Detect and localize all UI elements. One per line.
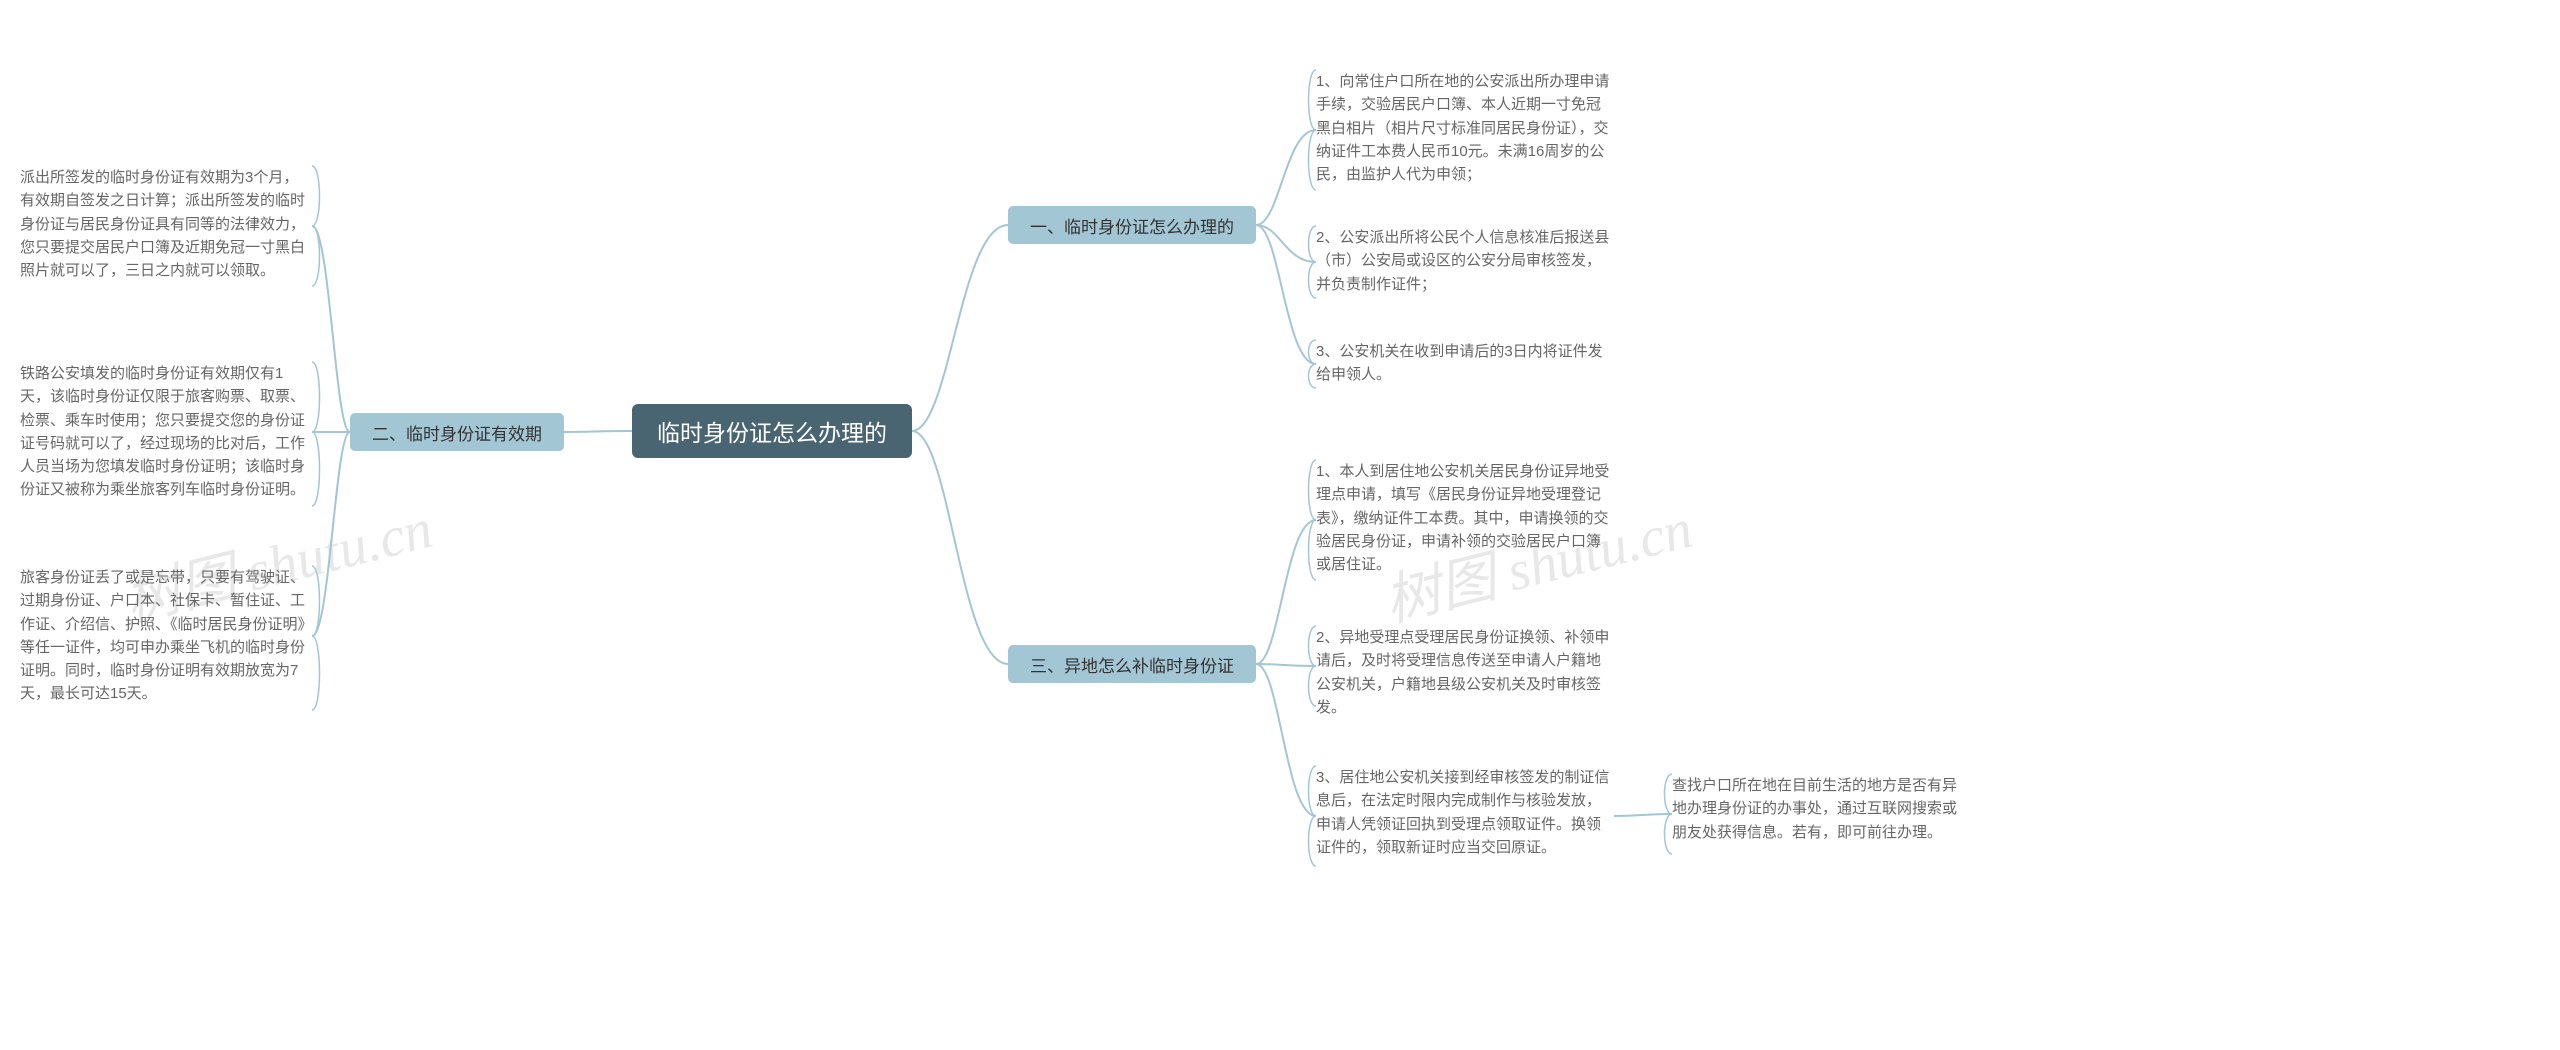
mindmap-connectors [0, 0, 2560, 1050]
leaf-left-1: 派出所签发的临时身份证有效期为3个月，有效期自签发之日计算；派出所签发的临时身份… [20, 166, 312, 282]
leaf-r2-2: 2、异地受理点受理居民身份证换领、补领申请后，及时将受理信息传送至申请人户籍地公… [1316, 626, 1614, 719]
leaf-r2-1: 1、本人到居住地公安机关居民身份证异地受理点申请，填写《居民身份证异地受理登记表… [1316, 460, 1614, 576]
branch-label: 二、临时身份证有效期 [372, 420, 542, 445]
branch-label: 一、临时身份证怎么办理的 [1030, 213, 1234, 238]
branch-right-2[interactable]: 三、异地怎么补临时身份证 [1008, 645, 1256, 683]
branch-left[interactable]: 二、临时身份证有效期 [350, 413, 564, 451]
root-label: 临时身份证怎么办理的 [657, 414, 887, 448]
branch-label: 三、异地怎么补临时身份证 [1030, 652, 1234, 677]
leaf-r1-3: 3、公安机关在收到申请后的3日内将证件发给申领人。 [1316, 340, 1614, 387]
leaf-left-3: 旅客身份证丢了或是忘带，只要有驾驶证、过期身份证、户口本、社保卡、暂住证、工作证… [20, 566, 312, 706]
leaf-left-2: 铁路公安填发的临时身份证有效期仅有1天，该临时身份证仅限于旅客购票、取票、检票、… [20, 362, 312, 502]
leaf-r2-3: 3、居住地公安机关接到经审核签发的制证信息后，在法定时限内完成制作与核验发放，申… [1316, 766, 1614, 859]
leaf-r2-3-child: 查找户口所在地在目前生活的地方是否有异地办理身份证的办事处，通过互联网搜索或朋友… [1672, 774, 1968, 844]
leaf-r1-1: 1、向常住户口所在地的公安派出所办理申请手续，交验居民户口簿、本人近期一寸免冠黑… [1316, 70, 1614, 186]
branch-right-1[interactable]: 一、临时身份证怎么办理的 [1008, 206, 1256, 244]
root-node[interactable]: 临时身份证怎么办理的 [632, 404, 912, 458]
leaf-r1-2: 2、公安派出所将公民个人信息核准后报送县（市）公安局或设区的公安分局审核签发，并… [1316, 226, 1614, 296]
